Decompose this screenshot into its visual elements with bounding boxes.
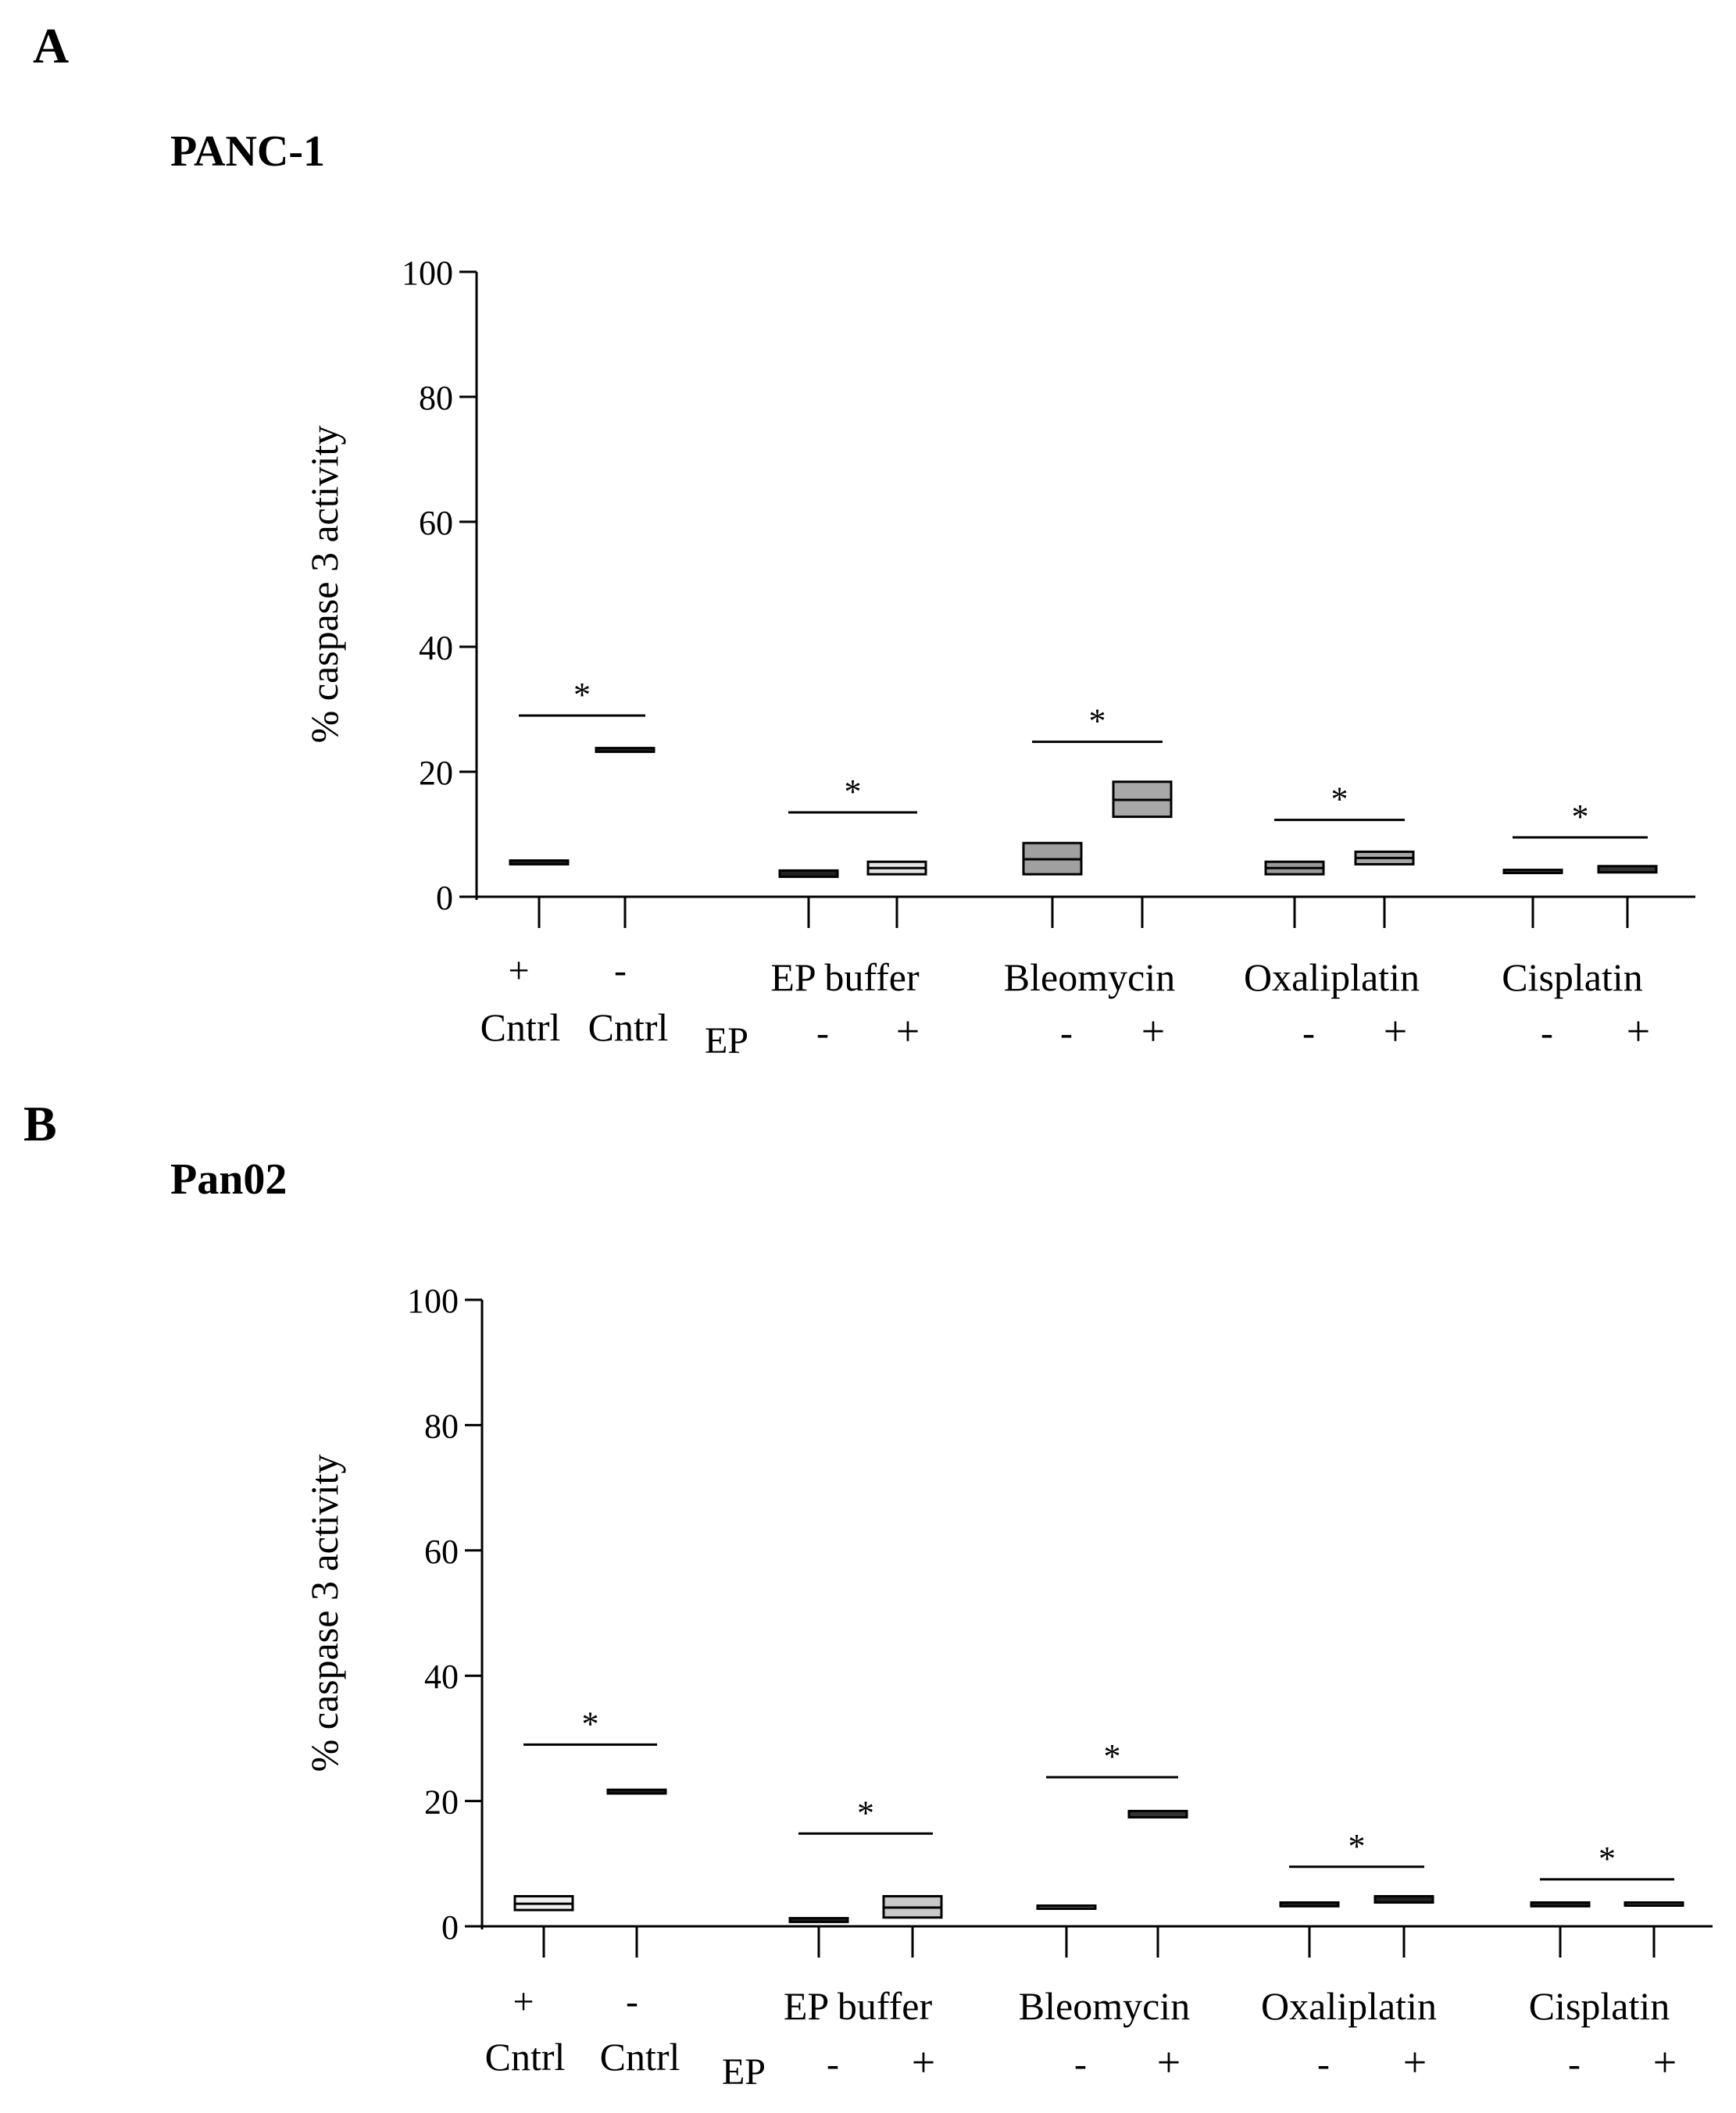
panel-a-y-axis-title: % caspase 3 activity: [302, 426, 346, 744]
panel-b-box-bleomycin-minus: [1036, 1904, 1097, 1911]
panel-a-group-label: Cisplatin: [1502, 955, 1643, 999]
panel-a-ep-sign-minus: -: [816, 1012, 829, 1054]
panel-a-ep-sign-plus: +: [1141, 1008, 1165, 1055]
panel-a-control-sign: +: [508, 950, 529, 991]
panel-b-y-tick-label: 60: [424, 1533, 459, 1571]
panel-a-group-label: Bleomycin: [1004, 955, 1175, 999]
panel-a-box-cisplatin-plus: [1597, 865, 1658, 874]
panel-a-significance-asterisk: *: [1331, 780, 1348, 819]
panel-a-ep-sign-plus: +: [896, 1008, 920, 1055]
panel-a-ep-sign-plus: +: [1384, 1008, 1407, 1055]
panel-b-group-label: Bleomycin: [1019, 1984, 1190, 2028]
panel-b-box-bleomycin-plus: [1127, 1809, 1188, 1819]
panel-a-group-label: EP buffer: [770, 955, 920, 999]
panel-a-letter: A: [33, 18, 70, 73]
panel-b-significance-asterisk: *: [1348, 1827, 1366, 1865]
panel-b-ep-sign-plus: +: [1653, 2039, 1677, 2086]
panel-b-group-label: Oxaliplatin: [1261, 1984, 1437, 2028]
panel-a-control-sign: -: [614, 950, 627, 991]
panel-b-box-ep-buffer-minus: [788, 1917, 849, 1923]
panel-a-box-cisplatin-minus: [1502, 869, 1563, 875]
panel-b-control-sign: -: [626, 1981, 638, 2022]
panel-a-box-ep-buffer-minus: [778, 869, 839, 878]
panel-b-significance-asterisk: *: [857, 1794, 874, 1832]
panel-a-y-tick-label: 40: [419, 629, 453, 667]
panel-b-ep-sign-plus: +: [1403, 2039, 1427, 2086]
panel-b-box-oxaliplatin-plus: [1373, 1895, 1434, 1904]
panel-a-box-cntrl-minus: [595, 747, 655, 753]
panel-b-significance-asterisk: *: [1598, 1840, 1616, 1878]
panel-b-box-cntrl-minus: [606, 1788, 667, 1795]
panel-a-group-label: Oxaliplatin: [1244, 955, 1420, 999]
panel-a-ep-row-label: EP: [705, 1020, 748, 1062]
panel-b-control-name: Cntrl: [600, 2035, 680, 2079]
panel-b-y-tick-label: 0: [441, 1908, 459, 1947]
panel-a-ep-sign-minus: -: [1060, 1012, 1073, 1054]
panel-a-y-tick-label: 60: [419, 504, 453, 542]
panel-a-significance-asterisk: *: [1572, 798, 1589, 836]
panel-b-ep-sign-minus: -: [1568, 2043, 1581, 2085]
panel-a-y-tick-label: 20: [419, 754, 453, 792]
panel-b-y-tick-label: 20: [424, 1783, 459, 1822]
panel-b-ep-sign-minus: -: [827, 2043, 839, 2085]
panel-a-ep-sign-minus: -: [1302, 1012, 1315, 1054]
panel-b-y-tick-label: 40: [424, 1658, 459, 1696]
panel-a-significance-asterisk: *: [845, 773, 862, 811]
panel-b-box-cisplatin-plus: [1623, 1901, 1684, 1908]
panel-a-significance-asterisk: *: [1089, 702, 1106, 741]
panel-b-box-cisplatin-minus: [1530, 1901, 1591, 1908]
panel-a-ep-sign-minus: -: [1541, 1012, 1553, 1054]
panel-b-title: Pan02: [170, 1155, 288, 1204]
panel-a-title: PANC-1: [170, 127, 326, 176]
panel-b-significance-asterisk: *: [1104, 1737, 1121, 1776]
panel-b-control-sign: +: [513, 1981, 534, 2022]
panel-b-ep-sign-plus: +: [912, 2039, 935, 2086]
panel-a-control-name: Cntrl: [588, 1005, 669, 1049]
panel-b-ep-row-label: EP: [722, 2051, 766, 2093]
panel-b-y-axis-title: % caspase 3 activity: [302, 1454, 346, 1772]
panel-a-ep-sign-plus: +: [1627, 1008, 1650, 1055]
panel-b-y-tick-label: 80: [424, 1407, 459, 1445]
panel-b-ep-sign-minus: -: [1074, 2043, 1087, 2085]
panel-b-control-name: Cntrl: [485, 2035, 566, 2079]
panel-a-y-tick-label: 80: [419, 379, 453, 417]
panel-b-letter: B: [23, 1096, 57, 1151]
panel-b-box-oxaliplatin-minus: [1279, 1901, 1340, 1908]
panel-b-ep-sign-minus: -: [1317, 2043, 1330, 2085]
panel-a-y-tick-label: 0: [436, 879, 453, 917]
panel-a-box-cntrl-plus: [509, 859, 570, 866]
panel-a-control-name: Cntrl: [480, 1005, 561, 1049]
panel-b-group-label: Cisplatin: [1529, 1984, 1670, 2028]
panel-b-ep-sign-plus: +: [1157, 2039, 1181, 2086]
panel-b-significance-asterisk: *: [582, 1704, 599, 1743]
panel-a-significance-asterisk: *: [573, 676, 591, 714]
panel-b-y-tick-label: 100: [407, 1282, 459, 1320]
panel-b-group-label: EP buffer: [784, 1984, 933, 2028]
panel-a-y-tick-label: 100: [402, 254, 453, 292]
